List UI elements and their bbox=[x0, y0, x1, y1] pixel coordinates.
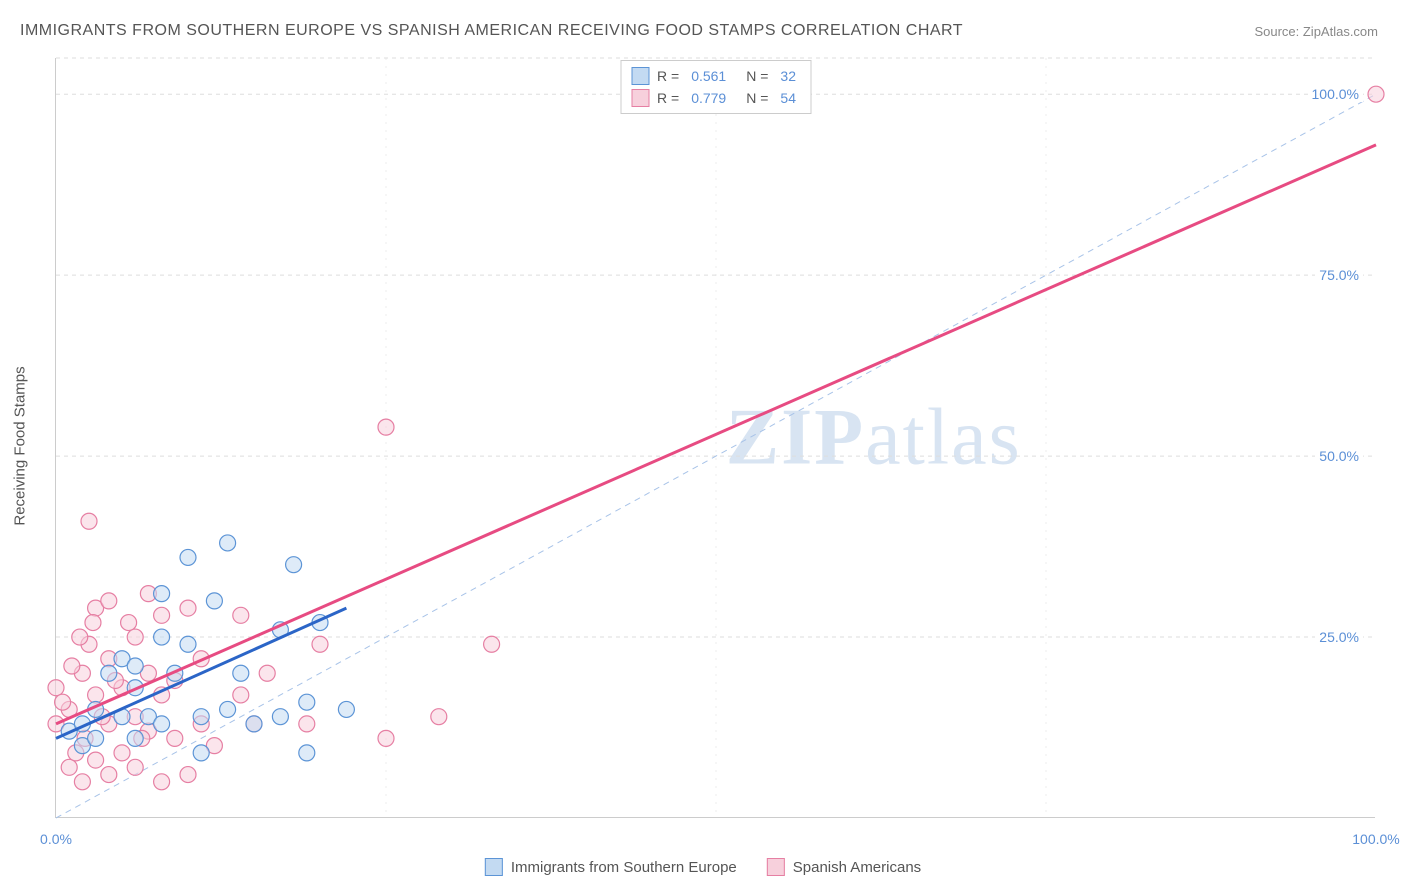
y-tick-label: 75.0% bbox=[1315, 267, 1363, 283]
stats-legend-row: R = 0.561 N = 32 bbox=[631, 65, 800, 87]
r-label: R = bbox=[657, 90, 679, 106]
y-tick-label: 25.0% bbox=[1315, 629, 1363, 645]
y-axis-label: Receiving Food Stamps bbox=[12, 366, 29, 525]
n-label: N = bbox=[746, 68, 768, 84]
y-tick-label: 100.0% bbox=[1308, 86, 1363, 102]
plot-area: ZIPatlas R =0.561N =32R =0.779N =54 25.0… bbox=[55, 58, 1375, 818]
bottom-legend-item: Spanish Americans bbox=[767, 858, 921, 876]
chart-title: IMMIGRANTS FROM SOUTHERN EUROPE VS SPANI… bbox=[20, 22, 963, 40]
source-attribution: Source: ZipAtlas.com bbox=[1254, 24, 1378, 39]
n-value: 54 bbox=[780, 90, 796, 106]
legend-label: Immigrants from Southern Europe bbox=[511, 859, 737, 876]
r-value: 0.779 bbox=[691, 90, 726, 106]
bottom-legend-item: Immigrants from Southern Europe bbox=[485, 858, 737, 876]
n-label: N = bbox=[746, 90, 768, 106]
bottom-legend: Immigrants from Southern Europe Spanish A… bbox=[485, 858, 921, 876]
r-label: R = bbox=[657, 68, 679, 84]
stats-legend-box: R = 0.561 N = 32 R = 0.779 N = 54 bbox=[620, 60, 811, 114]
r-value: 0.561 bbox=[691, 68, 726, 84]
source-value: ZipAtlas.com bbox=[1303, 24, 1378, 39]
x-tick-label: 100.0% bbox=[1352, 831, 1399, 847]
legend-label: Spanish Americans bbox=[793, 859, 921, 876]
legend-swatch bbox=[485, 858, 503, 876]
stats-legend-row: R = 0.779 N = 54 bbox=[631, 87, 800, 109]
y-tick-label: 50.0% bbox=[1315, 448, 1363, 464]
chart-container: IMMIGRANTS FROM SOUTHERN EUROPE VS SPANI… bbox=[0, 0, 1406, 892]
n-value: 32 bbox=[780, 68, 796, 84]
source-label: Source: bbox=[1254, 24, 1302, 39]
plot-svg bbox=[56, 58, 1375, 817]
legend-swatch bbox=[631, 89, 649, 107]
legend-swatch bbox=[631, 67, 649, 85]
x-tick-label: 0.0% bbox=[40, 831, 72, 847]
legend-swatch bbox=[767, 858, 785, 876]
